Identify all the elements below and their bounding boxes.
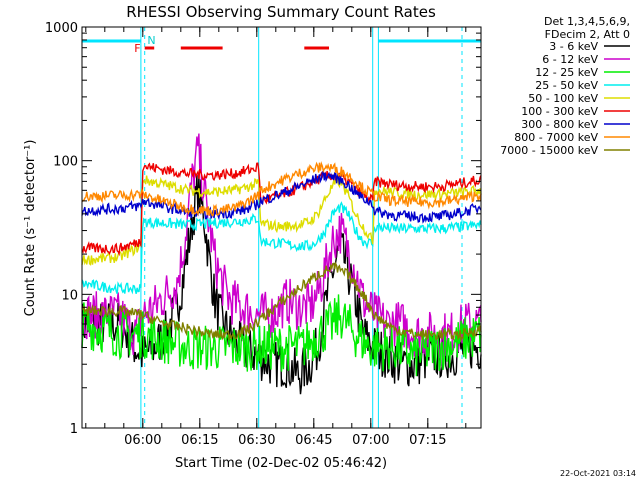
series-line-7	[81, 160, 482, 217]
legend-entry-2: 12 - 25 keV	[535, 66, 598, 79]
plot-frame	[81, 26, 482, 429]
legend-header-0: Det 1,3,4,5,6,9,	[544, 15, 630, 28]
x-tick-label-2: 06:30	[238, 433, 275, 448]
y-axis-label: Count Rate (s⁻¹ detector⁻¹)	[23, 140, 38, 317]
series-line-6	[81, 169, 482, 224]
series-line-5	[81, 162, 482, 257]
legend-entry-6: 300 - 800 keV	[521, 118, 598, 131]
y-tick-label-2: 100	[53, 155, 78, 170]
series-line-2	[81, 294, 482, 377]
y-tick-label-3: 1000	[45, 21, 78, 36]
status-flag-n: N	[147, 34, 155, 47]
x-axis-label: Start Time (02-Dec-02 05:46:42)	[175, 456, 387, 471]
x-tick-label-3: 06:45	[295, 433, 332, 448]
series-line-1	[81, 133, 482, 359]
legend-entry-4: 50 - 100 keV	[528, 92, 598, 105]
x-tick-label-4: 07:00	[352, 433, 389, 448]
series-line-3	[81, 201, 482, 295]
chart-title: RHESSI Observing Summary Count Rates	[126, 3, 436, 21]
y-tick-label-1: 10	[61, 288, 78, 303]
legend-entry-1: 6 - 12 keV	[542, 53, 598, 66]
x-tick-label-1: 06:15	[181, 433, 218, 448]
series-line-8	[81, 261, 482, 343]
plot-area: FN 1 10 100 1000 06:00 06:15 06:30 06:45 07:00 07:…	[45, 21, 482, 448]
status-flag-f: F	[134, 42, 140, 55]
x-tick-label-5: 07:15	[409, 433, 446, 448]
legend-entry-7: 800 - 7000 keV	[514, 131, 598, 144]
legend-entry-5: 100 - 300 keV	[521, 105, 598, 118]
legend-header-1: FDecim 2, Att 0	[545, 28, 630, 41]
footer-timestamp: 22-Oct-2021 03:14	[560, 469, 636, 478]
x-tick-label-0: 06:00	[124, 433, 161, 448]
y-tick-label-0: 1	[70, 422, 78, 437]
legend: Det 1,3,4,5,6,9,FDecim 2, Att 03 - 6 keV…	[500, 15, 630, 157]
legend-entry-0: 3 - 6 keV	[549, 40, 598, 53]
series-line-0	[81, 174, 482, 395]
series-line-4	[81, 175, 482, 266]
legend-entry-3: 25 - 50 keV	[535, 79, 598, 92]
legend-entry-8: 7000 - 15000 keV	[500, 144, 598, 157]
